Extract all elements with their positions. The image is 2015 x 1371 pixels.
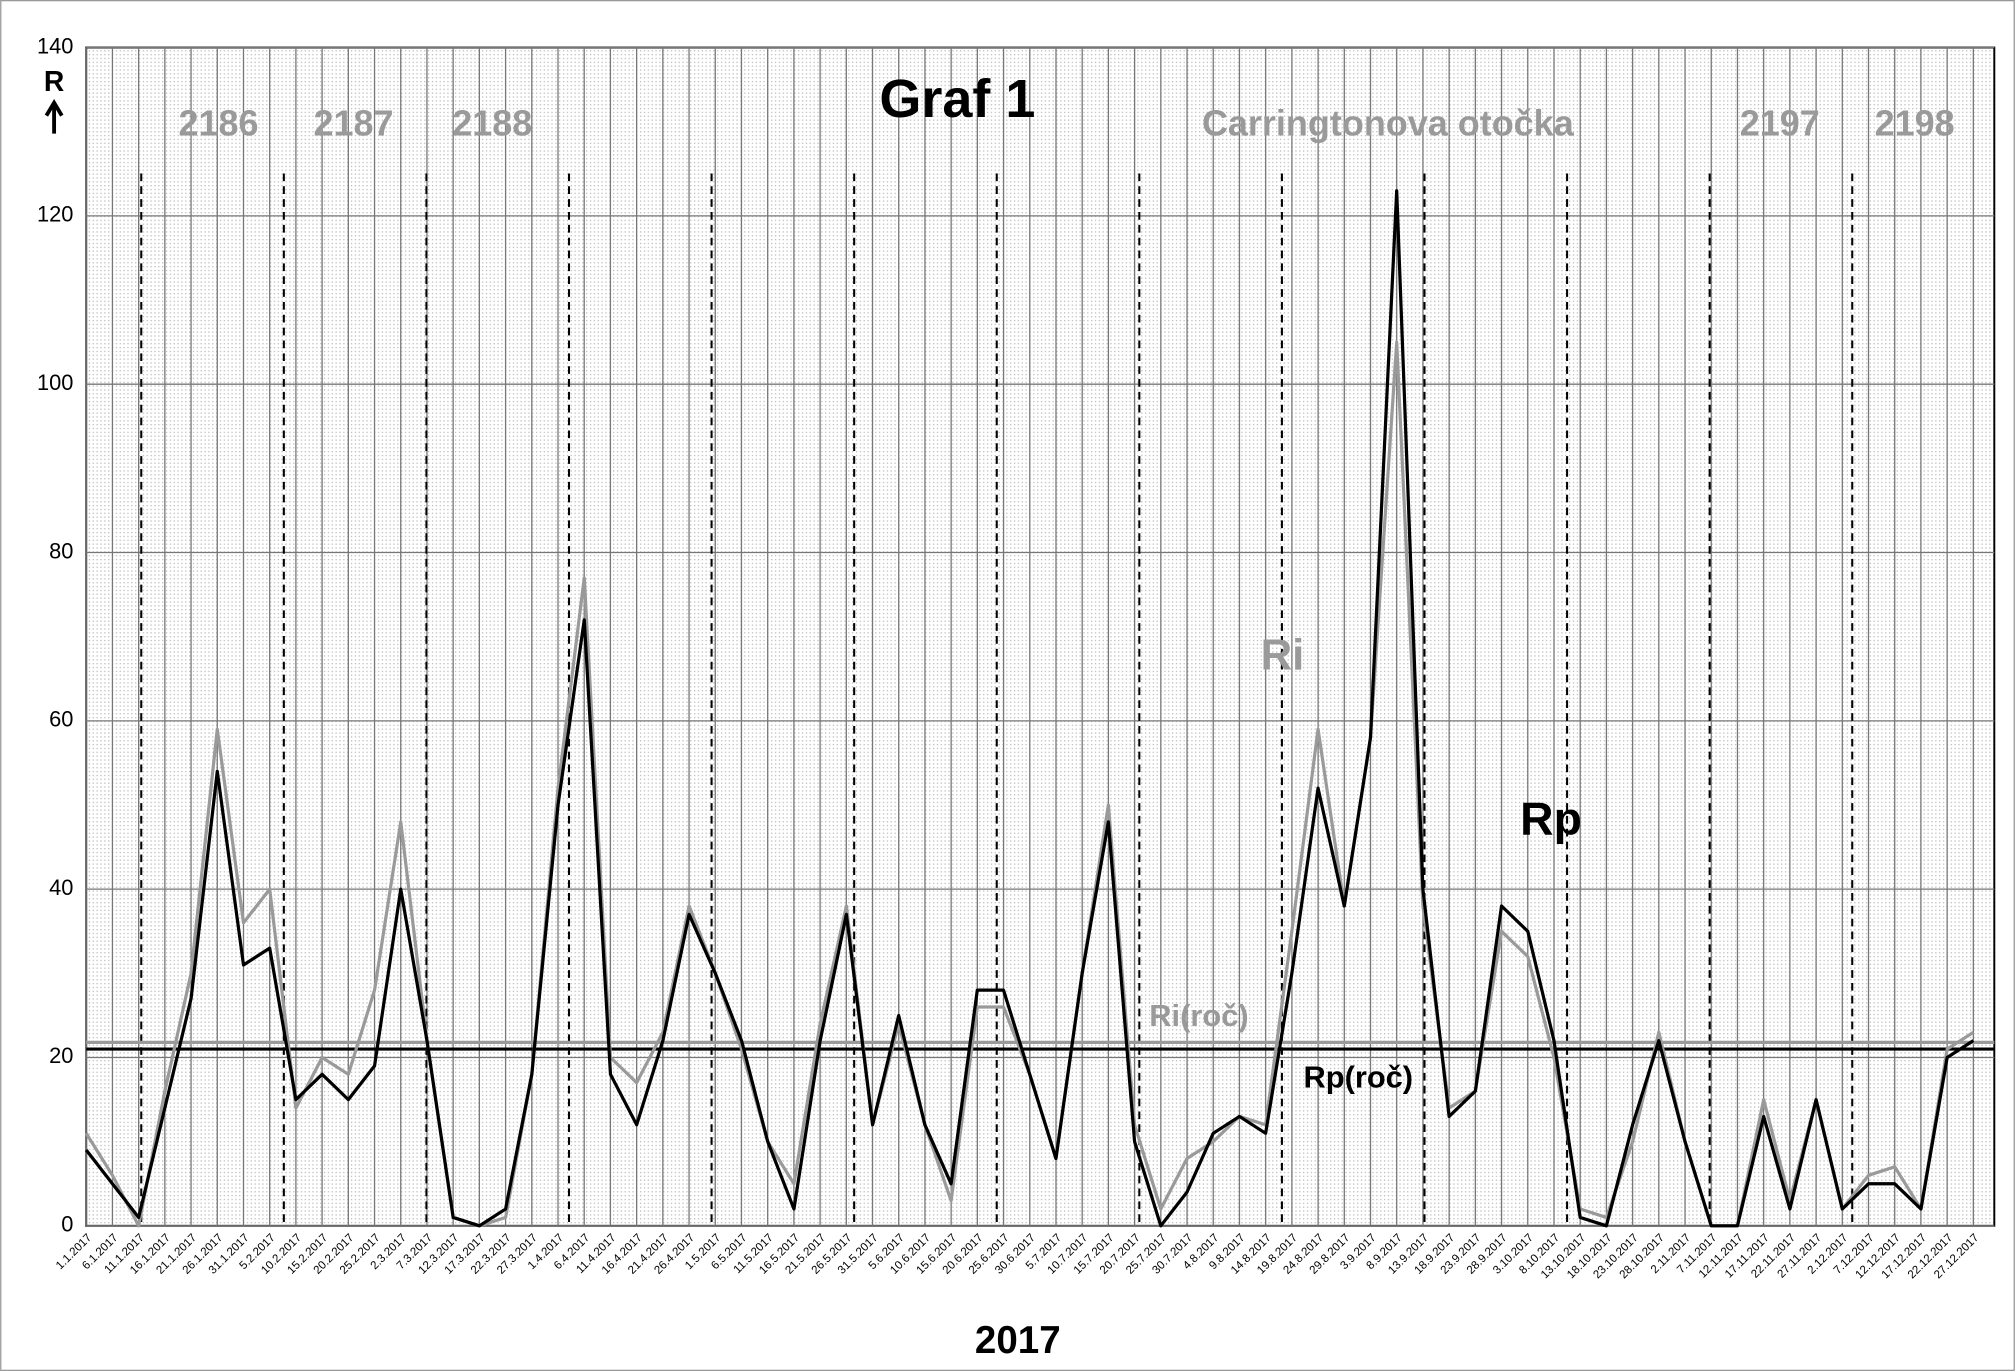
rotation-label: 2188: [452, 102, 532, 143]
y-tick-label: 0: [61, 1212, 73, 1237]
rotation-label: 2187: [313, 102, 393, 143]
y-axis-label: R: [44, 65, 64, 97]
y-tick-label: 120: [37, 202, 73, 227]
reference-label: Rp(roč): [1303, 1059, 1413, 1094]
chart-title: Graf 1: [879, 69, 1035, 129]
y-tick-label: 100: [37, 370, 73, 395]
y-axis-arrow: [44, 99, 64, 134]
rotation-label: 2186: [179, 102, 259, 143]
rotation-label: Carringtonova otočka: [1202, 102, 1575, 143]
rotation-label: 2198: [1875, 102, 1955, 143]
y-tick-label: 20: [49, 1043, 73, 1068]
series-label: Ri: [1261, 630, 1305, 679]
series-label: Rp: [1520, 793, 1582, 845]
marks: [84, 189, 1995, 1228]
series-line: [84, 189, 1975, 1228]
reference-label: Ri(roč): [1149, 998, 1248, 1033]
y-tick-label: 40: [49, 875, 73, 900]
x-axis-label: 2017: [975, 1319, 1061, 1362]
y-tick-label: 80: [49, 538, 73, 563]
y-tick-label: 60: [49, 707, 73, 732]
rotation-label: 2197: [1740, 102, 1820, 143]
y-tick-label: 140: [37, 33, 73, 58]
